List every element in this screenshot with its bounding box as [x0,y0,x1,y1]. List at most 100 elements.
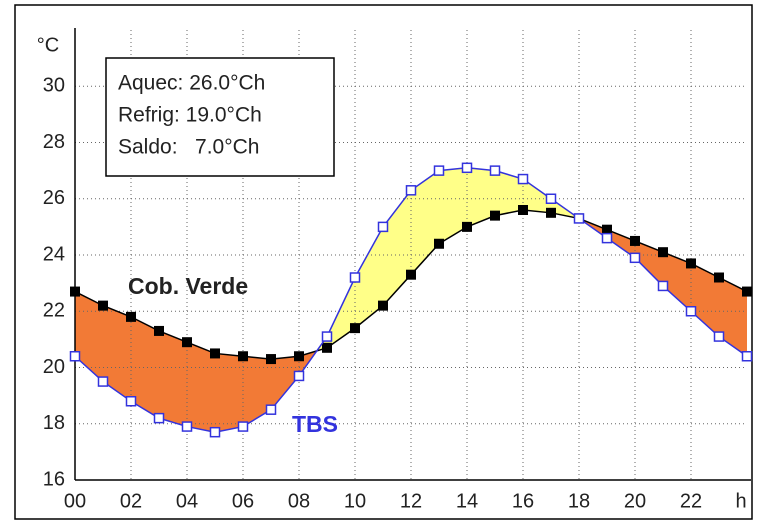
difference-fill [187,342,215,433]
difference-fill [355,226,383,329]
difference-fill [719,277,747,357]
x-tick-label: 20 [624,490,646,512]
difference-fill [467,167,495,227]
point-marker [294,351,304,362]
point-marker [350,323,360,334]
point-marker [573,213,585,224]
point-marker [405,185,417,196]
point-marker [349,272,361,283]
difference-fill [215,353,243,433]
point-marker [742,286,752,297]
difference-fill [663,252,691,312]
x-tick-label: 22 [680,490,702,512]
y-tick-label: 16 [43,468,65,490]
point-marker [601,232,613,244]
point-marker [98,300,108,311]
summary-line: Refrig: 19.0°Ch [118,104,262,127]
point-marker [406,269,416,280]
point-marker [629,252,641,264]
x-tick-label: 00 [64,490,86,512]
difference-fill [271,356,299,410]
point-marker [69,351,81,362]
y-tick-label: 30 [43,75,65,97]
x-tick-label: 02 [120,490,142,512]
point-marker [265,404,277,415]
point-marker [517,173,529,185]
y-tick-label: 28 [43,131,65,153]
difference-fill [691,263,719,337]
point-marker [266,354,276,365]
difference-fill [439,167,467,244]
point-marker [97,376,109,387]
summary-line: Saldo: 7.0°Ch [118,136,259,159]
point-marker [489,165,501,176]
difference-fill [607,229,635,258]
point-marker [433,165,445,176]
x-unit: h [735,490,746,512]
x-tick-label: 16 [512,490,534,512]
point-marker [658,247,668,258]
point-marker [322,342,332,353]
x-tick-label: 06 [232,490,254,512]
difference-fill [495,170,523,216]
x-tick-label: 12 [400,490,422,512]
point-marker [602,224,612,235]
difference-fill [523,179,551,213]
x-tick-label: 08 [288,490,310,512]
y-tick-label: 20 [43,356,65,378]
difference-fill [635,240,663,286]
point-marker [545,193,557,204]
point-marker [462,221,472,232]
y-tick-label: 24 [43,243,65,265]
difference-fill [103,305,131,402]
point-marker [209,426,221,438]
point-marker [518,205,528,215]
point-marker [126,311,136,322]
x-tick-label: 04 [176,490,198,512]
y-tick-label: 18 [43,412,65,434]
point-marker [546,207,556,218]
difference-fill [75,291,103,382]
point-marker [714,272,724,283]
series-label: TBS [292,411,338,437]
difference-fill [243,356,271,427]
point-marker [434,238,444,249]
point-marker [210,348,220,359]
point-marker [490,210,500,221]
point-marker [154,325,164,336]
point-marker [238,351,248,362]
point-marker [685,306,697,317]
difference-fill [327,277,355,348]
point-marker [293,370,305,382]
x-tick-label: 14 [456,490,478,512]
series-label: Cob. Verde [128,273,248,299]
point-marker [125,396,137,407]
point-marker [181,421,193,432]
point-marker [686,258,696,269]
point-marker [70,286,80,297]
point-marker [377,221,389,233]
summary-line: Aquec: 26.0°Ch [118,72,265,95]
point-marker [741,351,753,362]
point-marker [237,421,249,432]
point-marker [657,280,669,292]
difference-fill [159,330,187,427]
point-marker [630,235,640,246]
point-marker [461,162,473,174]
x-tick-label: 10 [344,490,366,512]
difference-fill [383,190,411,306]
point-marker [378,300,388,311]
y-unit: °C [37,34,59,56]
y-tick-label: 22 [43,300,65,322]
difference-fill [131,316,159,419]
x-tick-label: 18 [568,490,590,512]
point-marker [182,337,192,348]
outer-frame [14,4,753,520]
y-tick-label: 26 [43,187,65,209]
point-marker [713,331,725,342]
point-marker [153,412,165,424]
summary-box [105,57,335,177]
difference-fill [411,170,439,275]
point-marker [321,331,333,342]
